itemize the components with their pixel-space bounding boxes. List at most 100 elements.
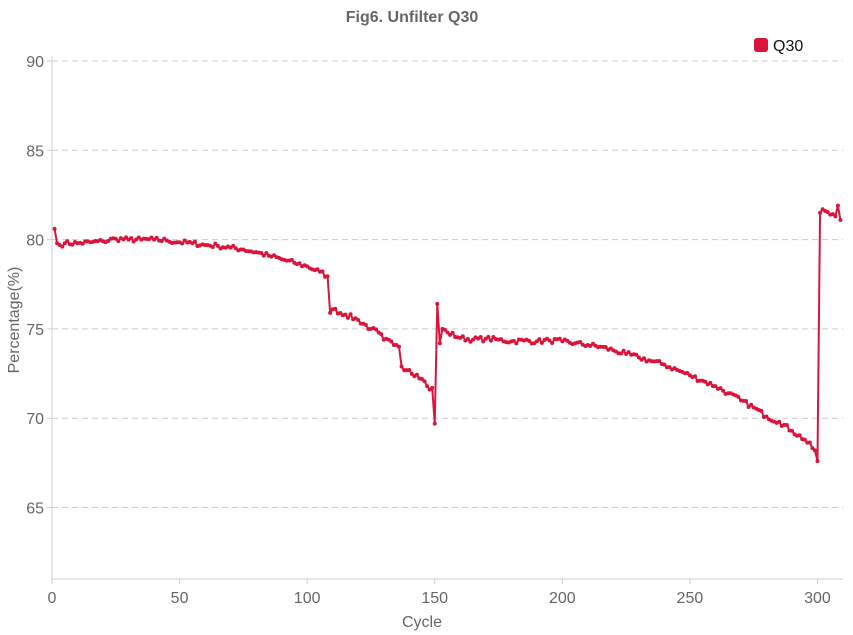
data-point[interactable]	[338, 310, 343, 315]
data-point[interactable]	[634, 352, 639, 357]
data-point[interactable]	[363, 322, 368, 327]
data-point[interactable]	[557, 336, 562, 341]
data-point[interactable]	[838, 217, 843, 222]
data-point[interactable]	[180, 241, 185, 246]
data-point[interactable]	[328, 310, 333, 315]
data-point[interactable]	[486, 334, 491, 339]
data-point[interactable]	[550, 341, 555, 346]
data-point[interactable]	[430, 385, 435, 390]
data-point[interactable]	[442, 327, 447, 332]
data-point[interactable]	[744, 398, 749, 403]
data-point[interactable]	[667, 365, 672, 370]
data-point[interactable]	[231, 243, 236, 248]
data-point[interactable]	[345, 315, 350, 320]
data-point[interactable]	[399, 364, 404, 369]
data-point[interactable]	[830, 212, 835, 217]
data-point[interactable]	[802, 437, 807, 442]
data-point[interactable]	[460, 334, 465, 339]
data-point[interactable]	[419, 376, 424, 381]
data-point[interactable]	[210, 245, 215, 250]
data-point[interactable]	[810, 446, 815, 451]
data-point[interactable]	[333, 306, 338, 311]
data-point[interactable]	[315, 267, 320, 272]
data-point[interactable]	[818, 210, 823, 215]
data-point[interactable]	[812, 448, 817, 453]
data-point[interactable]	[718, 386, 723, 391]
data-point[interactable]	[407, 368, 412, 373]
data-point[interactable]	[539, 340, 544, 345]
data-point[interactable]	[547, 338, 552, 343]
data-point[interactable]	[52, 226, 57, 231]
data-point[interactable]	[414, 372, 419, 377]
data-point[interactable]	[437, 341, 442, 346]
data-point[interactable]	[527, 338, 532, 343]
data-point[interactable]	[116, 239, 121, 244]
data-point[interactable]	[777, 419, 782, 424]
data-point[interactable]	[534, 339, 539, 344]
data-point[interactable]	[445, 330, 450, 335]
data-point[interactable]	[657, 359, 662, 363]
data-point[interactable]	[641, 356, 646, 361]
data-point[interactable]	[465, 336, 470, 341]
data-point[interactable]	[708, 380, 713, 385]
data-point[interactable]	[537, 337, 542, 342]
data-point[interactable]	[65, 239, 70, 244]
data-point[interactable]	[789, 428, 794, 433]
data-point[interactable]	[80, 241, 85, 246]
data-point[interactable]	[113, 236, 118, 241]
data-point[interactable]	[713, 384, 718, 389]
data-point[interactable]	[374, 327, 379, 332]
data-point[interactable]	[124, 235, 128, 240]
data-point[interactable]	[511, 338, 516, 343]
data-point[interactable]	[389, 339, 394, 344]
data-point[interactable]	[129, 236, 134, 241]
data-point[interactable]	[432, 421, 437, 426]
data-point[interactable]	[833, 214, 838, 219]
data-point[interactable]	[721, 388, 726, 393]
data-point[interactable]	[825, 209, 830, 214]
data-point[interactable]	[626, 350, 631, 355]
legend[interactable]: Q30	[754, 38, 803, 55]
data-point[interactable]	[343, 312, 348, 317]
data-point[interactable]	[784, 422, 789, 427]
data-point[interactable]	[807, 440, 812, 445]
data-point[interactable]	[215, 243, 220, 248]
data-point[interactable]	[578, 340, 583, 345]
data-point[interactable]	[759, 408, 764, 413]
data-point[interactable]	[736, 394, 741, 399]
data-point[interactable]	[264, 250, 269, 255]
data-point[interactable]	[514, 341, 519, 346]
data-point[interactable]	[797, 433, 802, 438]
data-point[interactable]	[450, 330, 455, 335]
data-point[interactable]	[70, 242, 75, 247]
data-point[interactable]	[835, 203, 840, 208]
data-point[interactable]	[603, 345, 608, 350]
data-point[interactable]	[289, 257, 294, 262]
data-point[interactable]	[478, 335, 483, 339]
data-point[interactable]	[348, 312, 353, 317]
data-point[interactable]	[356, 318, 361, 322]
data-point[interactable]	[154, 235, 159, 240]
data-point[interactable]	[159, 238, 164, 243]
data-point[interactable]	[499, 337, 504, 342]
data-point[interactable]	[764, 414, 769, 419]
data-point[interactable]	[192, 239, 197, 244]
data-point[interactable]	[397, 344, 402, 349]
data-point[interactable]	[481, 339, 486, 344]
data-point[interactable]	[621, 348, 626, 353]
data-point[interactable]	[261, 253, 266, 258]
data-point[interactable]	[685, 371, 690, 376]
data-point[interactable]	[422, 379, 427, 384]
data-point[interactable]	[320, 269, 325, 274]
data-point[interactable]	[488, 338, 493, 343]
data-point[interactable]	[662, 362, 667, 367]
data-point[interactable]	[693, 374, 698, 379]
data-point[interactable]	[815, 459, 820, 464]
data-point[interactable]	[425, 384, 430, 389]
data-point[interactable]	[379, 332, 384, 337]
data-point[interactable]	[297, 261, 302, 266]
data-point[interactable]	[619, 351, 624, 356]
data-point[interactable]	[749, 402, 754, 407]
data-point[interactable]	[435, 301, 440, 306]
data-point[interactable]	[60, 244, 65, 249]
